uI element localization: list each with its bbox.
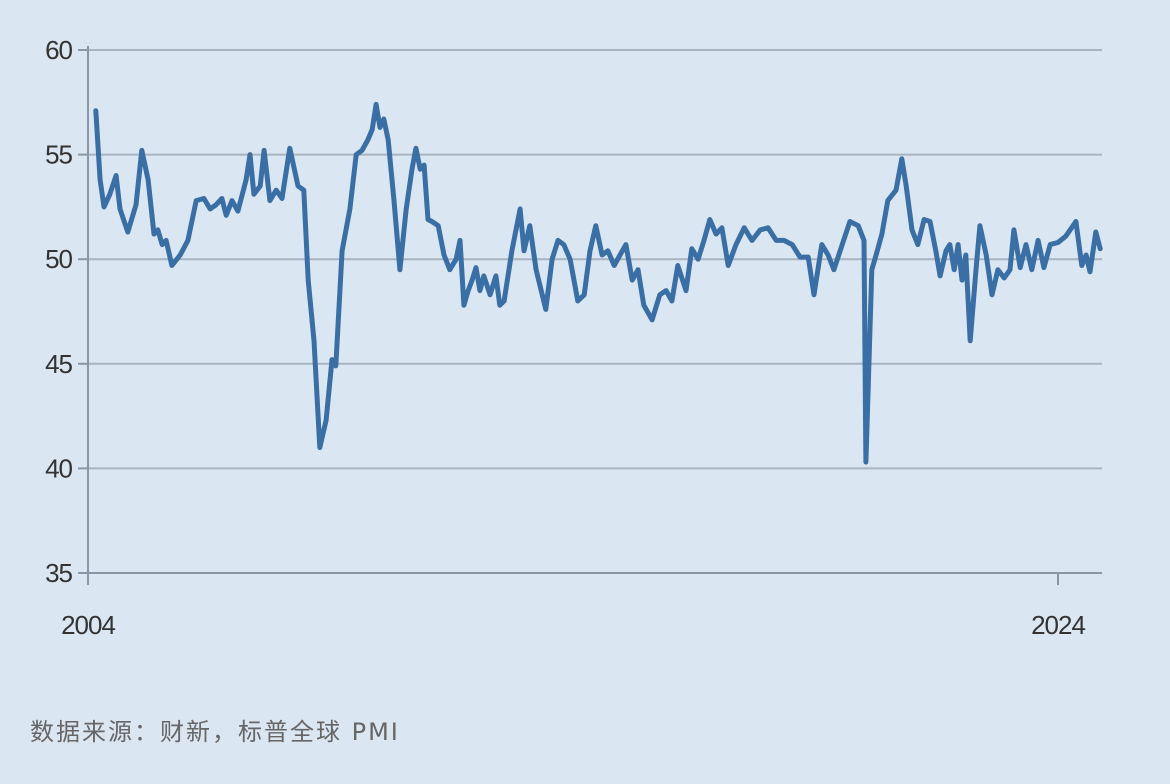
y-tick-label: 45: [45, 349, 72, 379]
pmi-line-chart: 35 40 45 50 55 60 2004 2024: [45, 35, 1103, 640]
source-note: 数据来源：财新，标普全球 PMI: [30, 718, 400, 746]
y-tick-label: 50: [45, 244, 72, 274]
y-tick-label: 60: [45, 35, 72, 65]
y-tick-label: 55: [45, 140, 72, 170]
y-tick-label: 40: [45, 453, 72, 483]
series-line: [93, 101, 1103, 465]
x-tick-label: 2004: [61, 610, 115, 640]
x-tick-label: 2024: [1031, 610, 1085, 640]
y-tick-label: 35: [45, 558, 72, 588]
